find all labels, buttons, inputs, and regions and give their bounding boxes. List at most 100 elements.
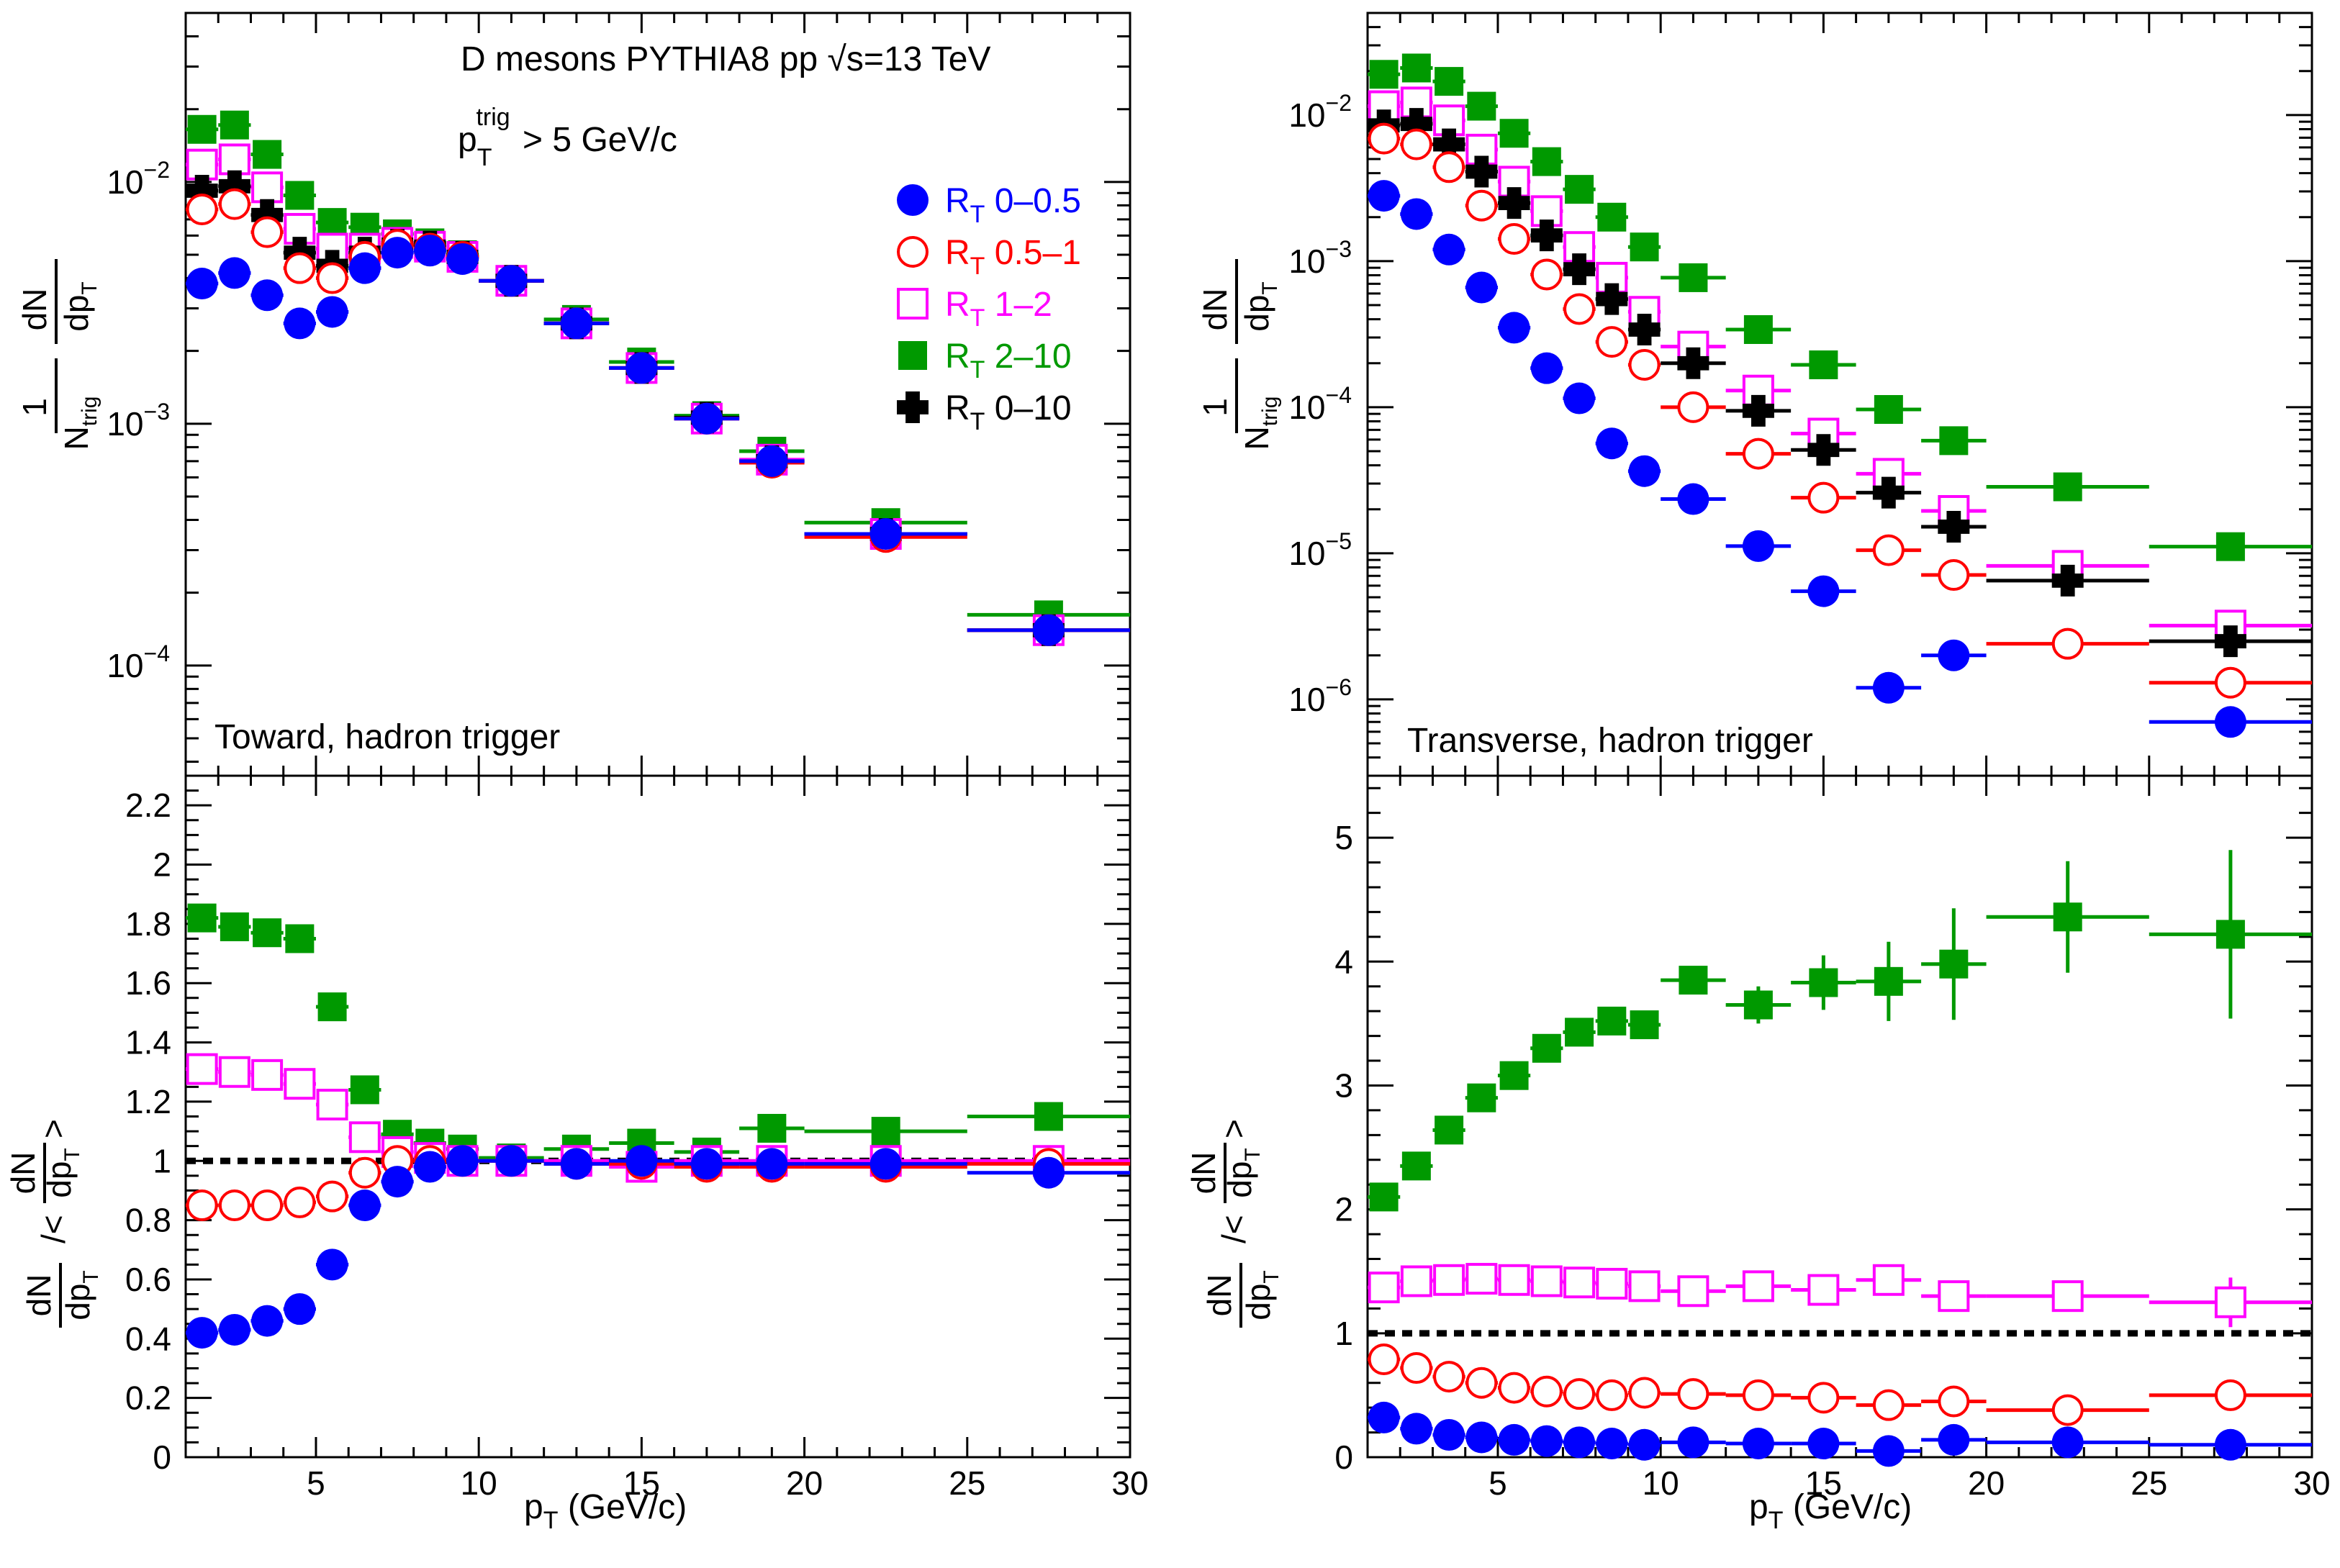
rt-05-1-point [1530,258,1563,291]
legend-label-rt-05-1: RT 0.5–1 [945,234,1081,280]
rt-2-10-point [871,1117,900,1146]
legend-label-rt-1-2: RT 1–2 [945,286,1052,332]
x-tick-label: 30 [1111,1464,1148,1502]
transverse-xlabel: pT (GeV/c) [1749,1488,1912,1534]
y-tick-label: 2 [153,846,171,884]
rt-0-05-point [1465,271,1498,304]
rt-05-1-point [1400,128,1432,160]
rt-05-1-point [251,1189,284,1222]
rt-05-1-point [1368,122,1400,155]
rt-05-1-point [1807,1382,1840,1414]
rt-0-05-point [218,1313,250,1346]
rt-2-10-point [1597,202,1627,232]
rt-1-2-point [1465,1263,1498,1295]
y-tick-label: 2.2 [125,787,171,824]
y-tick-label: 0.6 [125,1261,171,1298]
rt-2-10-point [285,181,315,210]
rt-0-05-point [1742,530,1774,562]
rt-1-2-point [1807,1274,1840,1306]
x-tick-label: 25 [2131,1464,2167,1502]
x-tick-label: 5 [307,1464,325,1502]
rt-0-05-point [560,307,592,340]
rt-1-2-point [1498,1264,1530,1296]
rt-0-10-point [1596,283,1628,315]
rt-0-10-point [251,199,284,231]
x-tick-label: 25 [949,1464,985,1502]
rt-0-05-point [1807,575,1840,607]
x-tick-label: 15 [623,1464,660,1502]
rt-0-05-point [1032,614,1065,646]
rt-05-1-point [1628,348,1661,381]
rt-0-05-point [381,237,414,269]
rt-0-05-point [414,1151,446,1183]
rt-2-10-point [1874,966,1903,996]
rt-0-05-point [381,1166,414,1198]
rt-2-10-point [1401,1151,1431,1181]
y-tick-label: 10−5 [1288,528,1352,572]
svg-text:/<: /< [35,1215,72,1243]
rt-05-1-point [1530,1375,1563,1408]
rt-2-10-point [1630,232,1659,262]
rt-2-10-point [1874,395,1903,425]
rt-0-05-point [1677,1426,1709,1459]
rt-05-1-point [2051,1394,2084,1426]
rt-0-05-point [2214,1428,2246,1461]
rt-2-10-point [1401,53,1431,83]
y-tick-label: 1.6 [125,964,171,1002]
rt-0-10-point [2051,564,2084,597]
rt-0-10-point [1628,313,1661,345]
rt-0-05-point [446,243,479,275]
x-tick-label: 30 [2293,1464,2330,1502]
rt-05-1-point [1433,1361,1465,1393]
rt-0-05-point [495,265,528,297]
rt-1-2-point [1677,1275,1709,1308]
rt-0-05-point [348,1189,381,1222]
rt-0-05-point [625,1145,658,1177]
rt-05-1-point [1677,391,1709,423]
rt-1-2-point [284,1068,316,1100]
svg-text:Ntrig: Ntrig [58,396,101,450]
y-tick-label: 10−4 [1288,382,1352,426]
y-tick-label: 0.2 [125,1379,171,1417]
y-tick-label: 1.4 [125,1024,171,1061]
rt-0-10-point [218,170,250,202]
rt-2-10-point [1532,147,1561,176]
rt-0-10-point [1742,394,1774,427]
rt-05-1-point [186,193,218,225]
y-tick-label: 5 [1334,819,1353,856]
x-tick-label: 20 [1968,1464,2005,1502]
x-tick-label: 5 [1489,1464,1507,1502]
rt-0-05-point [1530,352,1563,384]
rt-2-10-point [1939,949,1969,979]
rt-2-10-point [317,992,347,1022]
rt-0-05-point [690,402,723,435]
rt-05-1-point [1563,1378,1596,1410]
rt-0-05-point [625,352,658,384]
svg-text:dN: dN [4,1152,42,1195]
rt-2-10-point [253,140,282,169]
rt-05-1-point [316,262,348,294]
rt-1-2-point [186,1053,218,1085]
rt-2-10-point [1565,1018,1594,1047]
x-tick-label: 10 [461,1464,497,1502]
rt-1-2-point [218,1056,250,1088]
rt-05-1-point [1400,1352,1432,1385]
rt-2-10-point [220,110,249,140]
svg-text:dN: dN [1196,289,1234,331]
rt-2-10-point [350,1075,379,1105]
rt-05-1-point [1563,293,1596,325]
rt-2-10-point [187,903,217,933]
rt-05-1-point [1938,559,1970,592]
y-tick-label: 10−2 [107,157,170,201]
x-tick-label: 15 [1805,1464,1842,1502]
rt-0-10-point [1807,434,1840,466]
rt-0-05-point [218,257,250,289]
y-tick-label: 0.4 [125,1320,171,1357]
rt-2-10-point [285,924,315,953]
rt-2-10-point [1679,966,1708,995]
rt-2-10-point [1499,1061,1529,1090]
svg-text:dpT: dpT [1238,281,1282,332]
rt-05-1-point [1677,1378,1709,1410]
y-tick-label: 1 [1334,1315,1353,1352]
transverse-spectra-ylabel: 1 Ntrig dN dpT [1196,259,1282,450]
